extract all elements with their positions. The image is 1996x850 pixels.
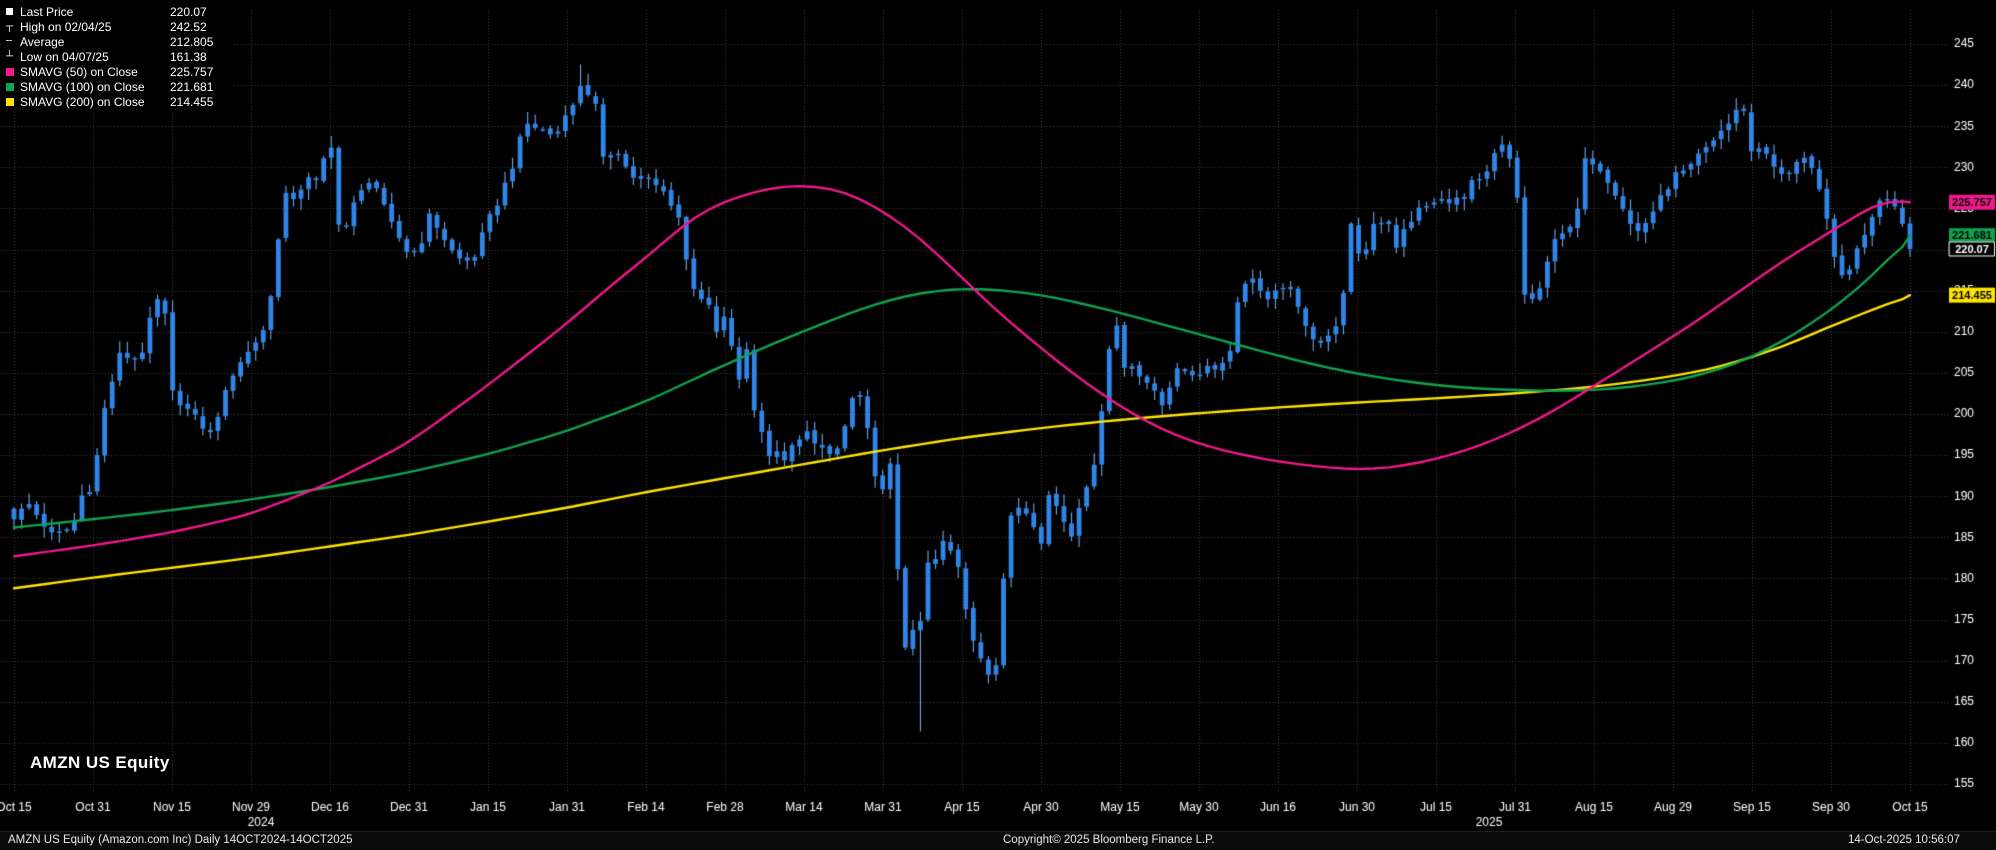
legend-item-smavg-50[interactable]: SMAVG (50) on Close 225.757 [6,64,228,79]
smavg-200-swatch-icon [6,97,14,106]
legend-value: 221.681 [170,79,214,94]
legend-item-high[interactable]: High on 02/04/25 242.52 [6,19,228,34]
status-bar: AMZN US Equity (Amazon.com Inc) Daily 14… [0,831,1996,850]
legend-item-smavg-200[interactable]: SMAVG (200) on Close 214.455 [6,94,228,109]
legend-item-low[interactable]: Low on 04/07/25 161.38 [6,49,228,64]
last-price-marker-icon [6,8,20,15]
smavg-50-swatch-icon [6,67,14,76]
legend-item-smavg-100[interactable]: SMAVG (100) on Close 221.681 [6,79,228,94]
legend-value: 225.757 [170,64,214,79]
legend-value: 161.38 [170,49,207,64]
copyright-text: Copyright© 2025 Bloomberg Finance L.P. [1003,834,1215,846]
high-tick-icon [6,22,20,32]
legend-label: Last Price [20,4,74,19]
legend-item-average[interactable]: Average 212.805 [6,34,228,49]
legend-label: Average [20,34,65,49]
legend-label: SMAVG (50) on Close [20,64,138,79]
status-bar-description: AMZN US Equity (Amazon.com Inc) Daily 14… [8,834,353,846]
legend-value: 220.07 [170,4,207,19]
timestamp: 14-Oct-2025 10:56:07 [1848,834,1960,846]
legend-label: High on 02/04/25 [20,19,112,34]
legend-label: SMAVG (200) on Close [20,94,145,109]
average-dash-icon [6,37,20,47]
security-title: AMZN US Equity [30,753,170,772]
low-tick-icon [6,52,20,62]
legend-value: 214.455 [170,94,214,109]
legend-value: 242.52 [170,19,207,34]
legend-label: SMAVG (100) on Close [20,79,145,94]
legend-label: Low on 04/07/25 [20,49,109,64]
chart-legend: Last Price 220.07 High on 02/04/25 242.5… [3,2,233,112]
legend-item-last-price[interactable]: Last Price 220.07 [6,4,228,19]
smavg-100-swatch-icon [6,82,14,91]
legend-value: 212.805 [170,34,214,49]
